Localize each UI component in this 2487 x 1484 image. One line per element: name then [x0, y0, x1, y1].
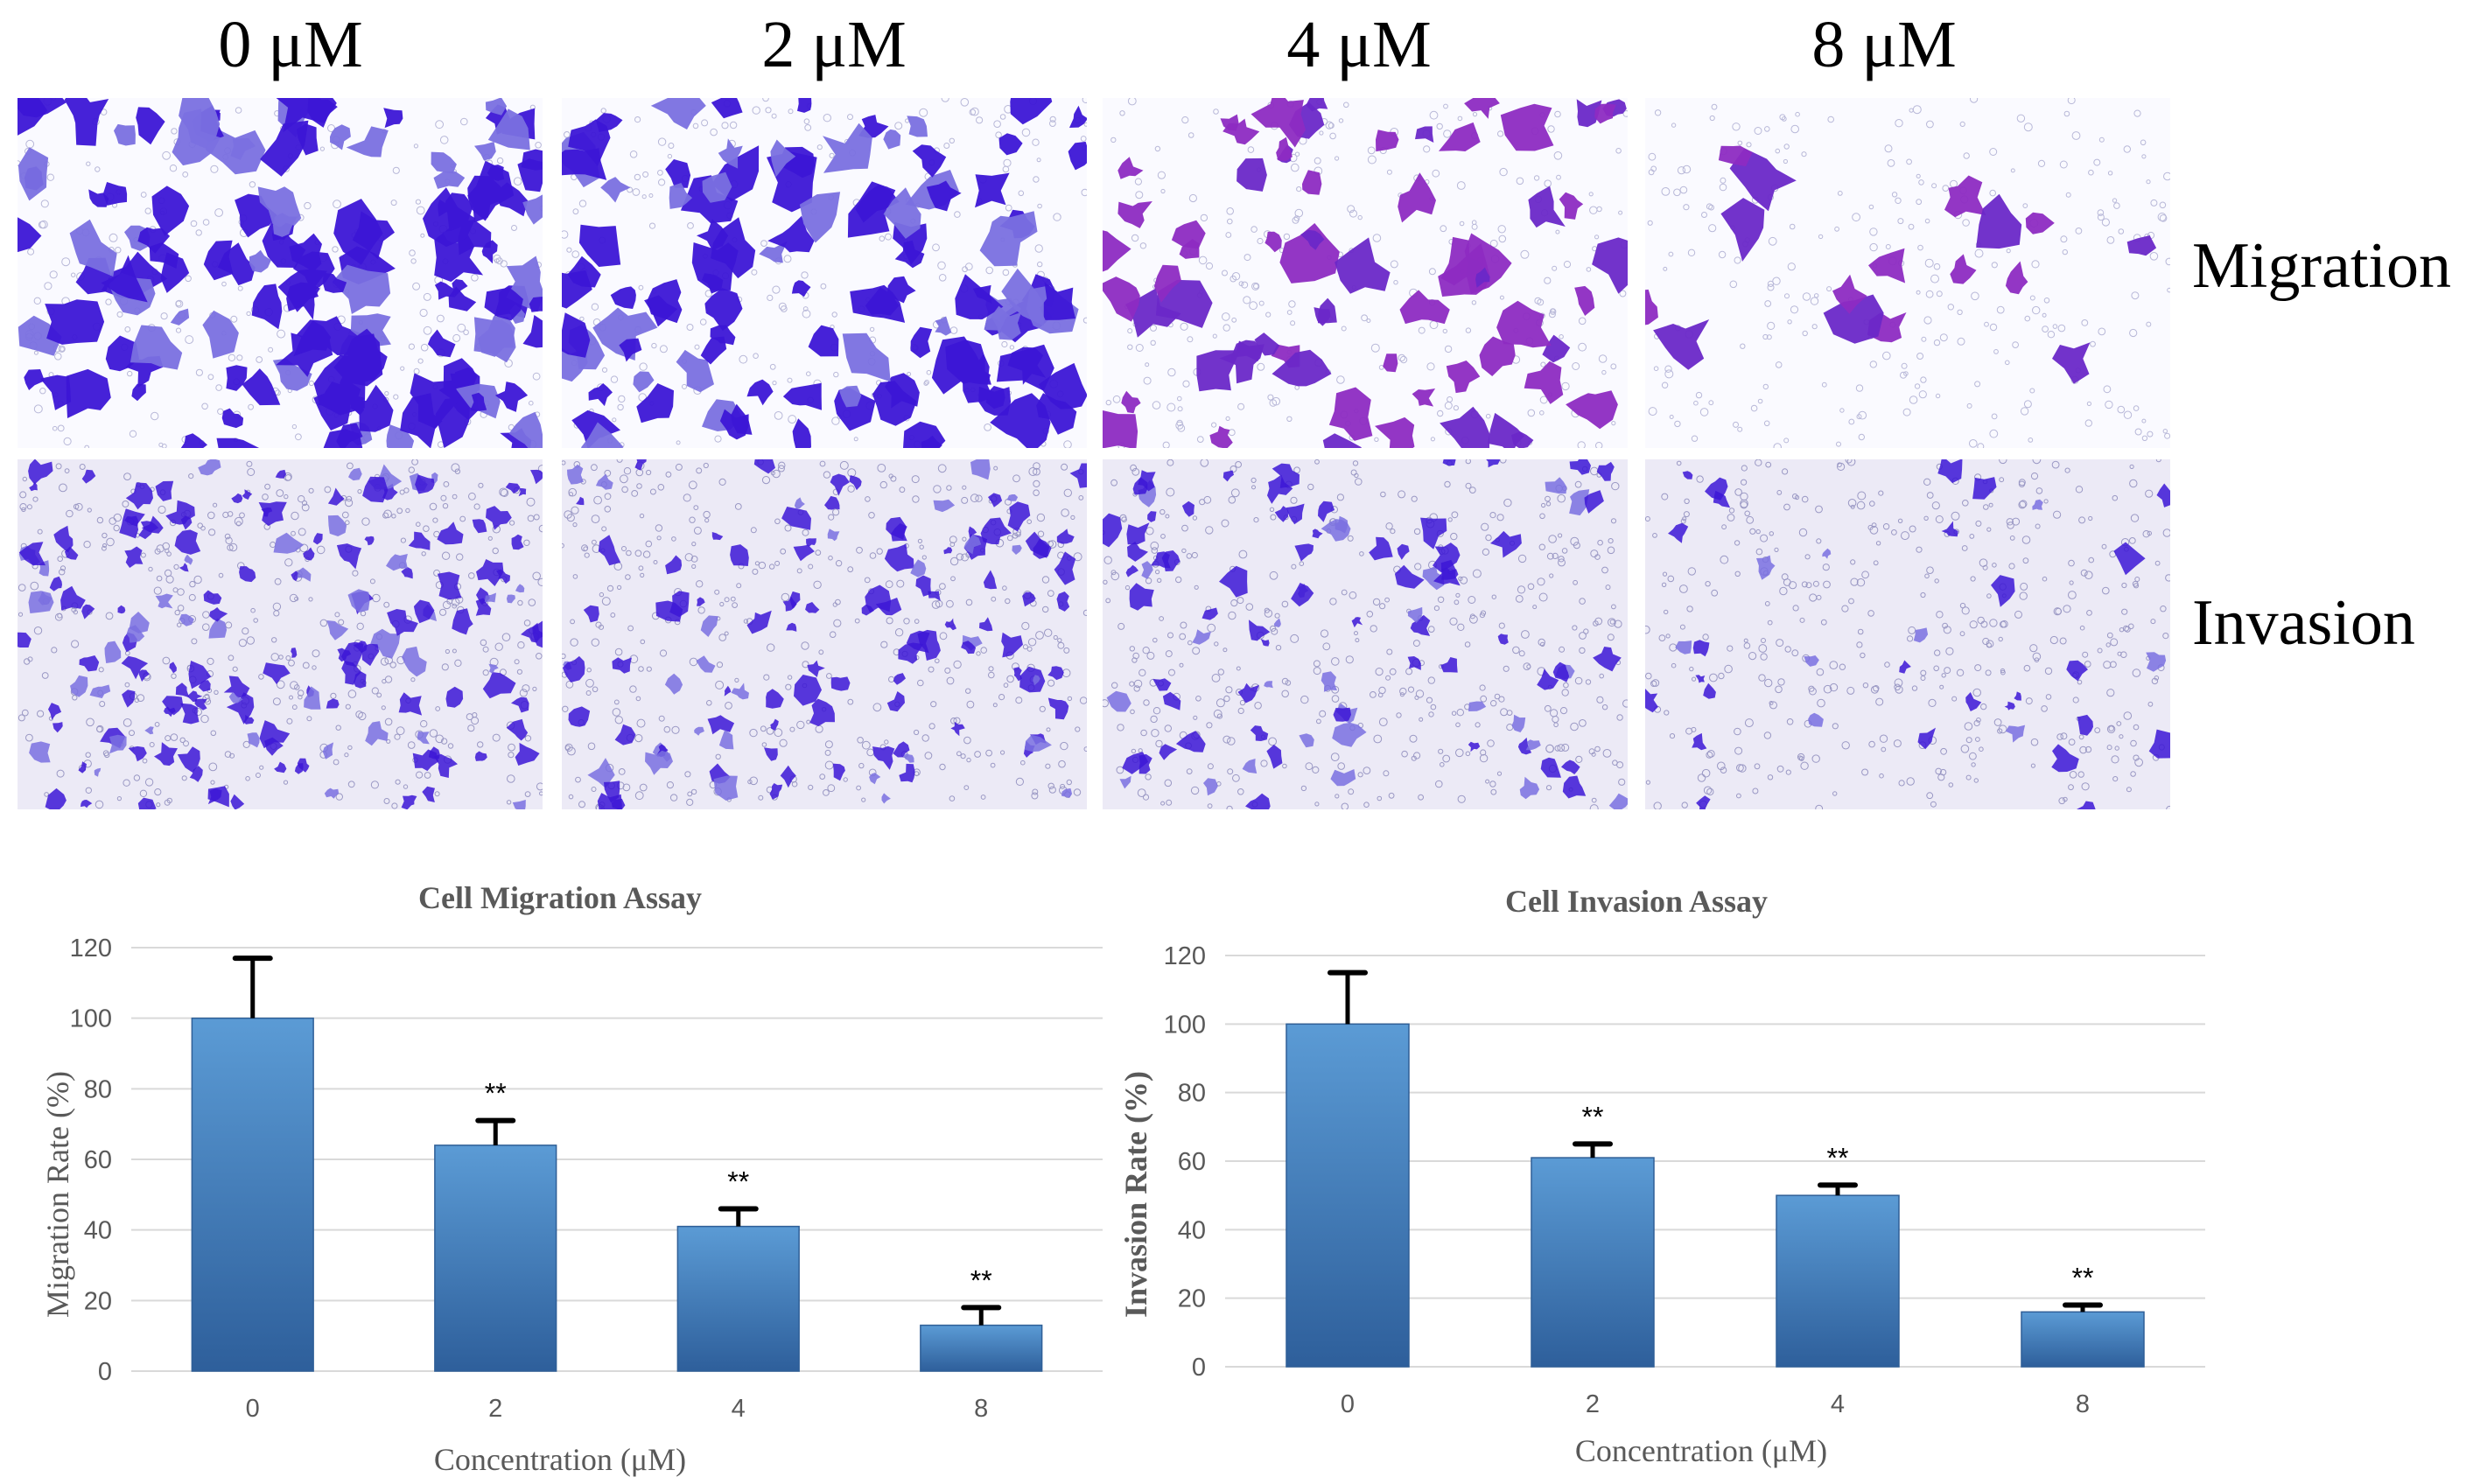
significance-marker-4: ** — [1827, 1142, 1849, 1173]
row-label-migration: Migration — [2192, 230, 2451, 302]
chart-title: Cell Migration Assay — [418, 880, 702, 915]
bar-8 — [920, 1324, 1043, 1372]
y-tick-label: 20 — [1178, 1285, 1206, 1313]
x-axis-label: Concentration (μM) — [434, 1442, 686, 1477]
y-axis-label: Migration Rate (%) — [40, 1071, 75, 1318]
bar-2 — [1531, 1157, 1655, 1368]
micrograph-invasion-4 — [1103, 459, 1628, 809]
bar-4 — [676, 1225, 800, 1372]
micrograph-migration-2 — [562, 98, 1087, 448]
bar-2 — [434, 1144, 557, 1372]
y-axis-label: Invasion Rate (%) — [1118, 1071, 1153, 1318]
y-tick-label: 120 — [70, 934, 112, 962]
x-tick-label-4: 4 — [1831, 1390, 1845, 1418]
x-tick-label-8: 8 — [2076, 1390, 2090, 1418]
bar-8 — [2021, 1311, 2145, 1368]
y-tick-label: 60 — [1178, 1148, 1206, 1176]
x-axis-label: Concentration (μM) — [1575, 1433, 1827, 1468]
significance-marker-4: ** — [727, 1166, 749, 1197]
x-tick-label-2: 2 — [1586, 1390, 1600, 1418]
x-tick-label-0: 0 — [246, 1395, 260, 1423]
y-tick-label: 20 — [84, 1287, 112, 1315]
chart-title: Cell Invasion Assay — [1505, 884, 1768, 919]
micrograph-migration-8 — [1645, 98, 2170, 448]
y-tick-label: 40 — [1178, 1216, 1206, 1244]
bar-0 — [1286, 1023, 1410, 1368]
y-tick-label: 100 — [70, 1005, 112, 1033]
y-tick-label: 0 — [98, 1358, 112, 1386]
x-tick-label-8: 8 — [974, 1395, 988, 1423]
y-tick-label: 40 — [84, 1217, 112, 1245]
micrograph-invasion-8 — [1645, 459, 2170, 809]
y-tick-label: 80 — [84, 1075, 112, 1103]
significance-marker-2: ** — [1582, 1101, 1604, 1132]
migration-bar-chart: Cell Migration Assay 0 20 40 60 80 100 120 0 ** 2… — [40, 880, 1103, 1477]
bar-4 — [1776, 1194, 1900, 1368]
concentration-label-2: 2 μM — [761, 8, 907, 81]
concentration-label-0: 0 μM — [218, 8, 363, 81]
row-label-invasion: Invasion — [2192, 587, 2415, 659]
invasion-bar-chart: Cell Invasion Assay 0 20 40 60 80 100 120 0 ** 2 *… — [1118, 884, 2205, 1468]
concentration-label-4: 4 μM — [1286, 8, 1432, 81]
significance-marker-2: ** — [485, 1078, 507, 1110]
y-tick-label: 60 — [84, 1146, 112, 1174]
significance-marker-8: ** — [970, 1264, 992, 1296]
x-tick-label-2: 2 — [488, 1395, 502, 1423]
significance-marker-8: ** — [2072, 1263, 2094, 1294]
micrograph-invasion-2 — [562, 459, 1087, 809]
x-tick-label-4: 4 — [732, 1395, 746, 1423]
micrograph-invasion-0 — [18, 459, 543, 809]
y-tick-label: 0 — [1192, 1354, 1206, 1382]
bar-0 — [191, 1017, 314, 1372]
micrograph-migration-4 — [1103, 98, 1628, 448]
concentration-label-8: 8 μM — [1811, 8, 1957, 81]
x-tick-label-0: 0 — [1341, 1390, 1355, 1418]
y-tick-label: 120 — [1164, 942, 1206, 970]
y-tick-label: 80 — [1178, 1080, 1206, 1108]
y-tick-label: 100 — [1164, 1011, 1206, 1039]
micrograph-migration-0 — [18, 98, 543, 448]
